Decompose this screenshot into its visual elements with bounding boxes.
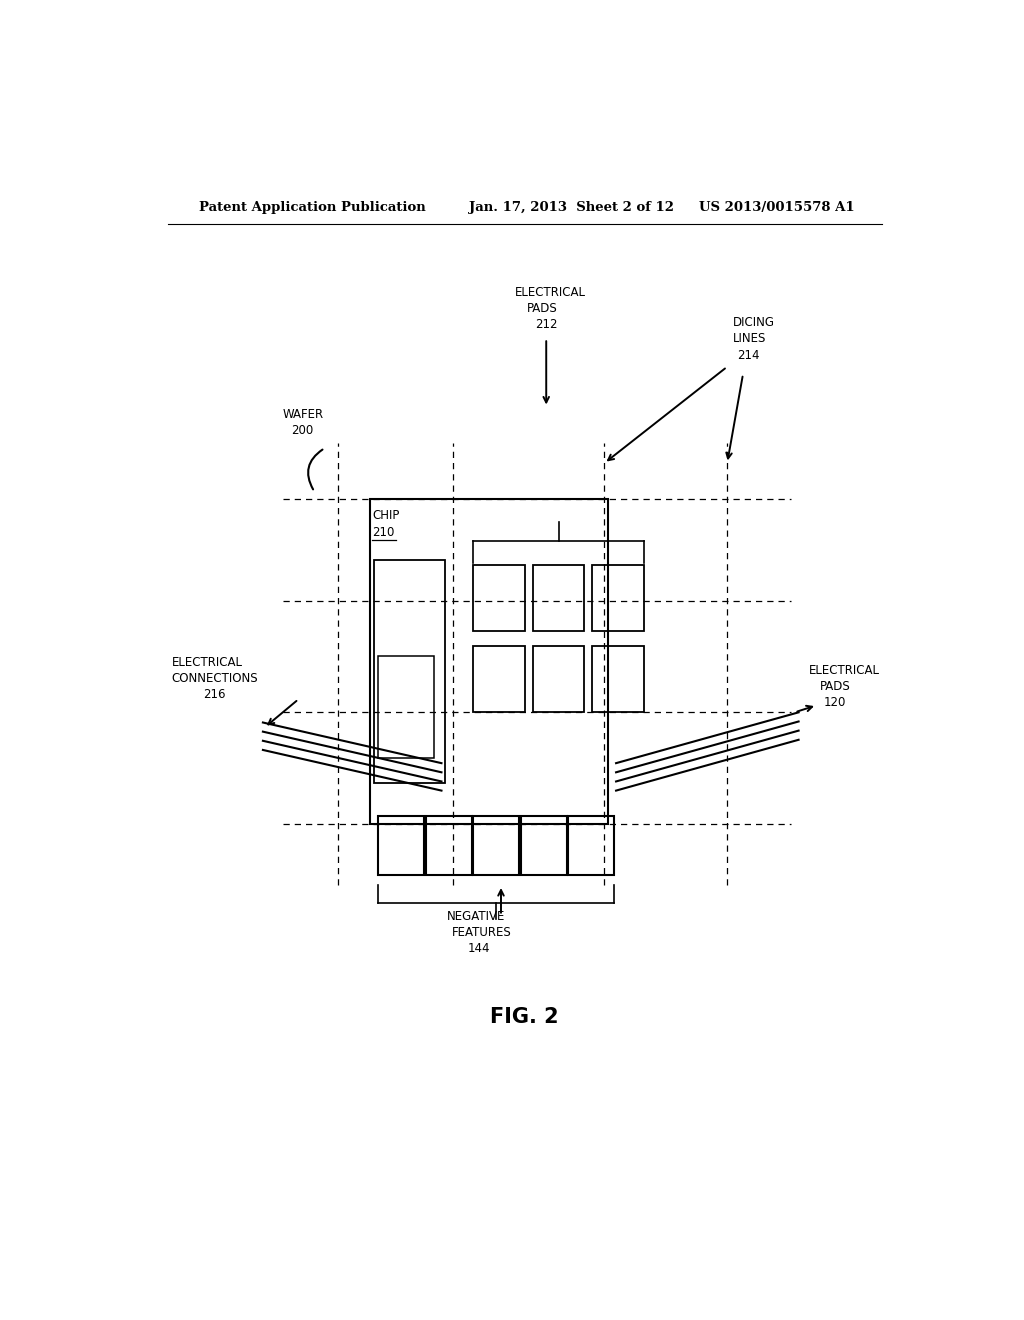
Bar bbox=[592, 565, 644, 631]
Bar bbox=[370, 499, 608, 824]
Bar bbox=[473, 565, 524, 631]
Text: DICING: DICING bbox=[733, 317, 775, 329]
Text: CHIP: CHIP bbox=[373, 510, 399, 523]
Text: FIG. 2: FIG. 2 bbox=[490, 1007, 559, 1027]
Text: 212: 212 bbox=[536, 318, 558, 331]
Text: Jan. 17, 2013  Sheet 2 of 12: Jan. 17, 2013 Sheet 2 of 12 bbox=[469, 201, 674, 214]
Text: ELECTRICAL: ELECTRICAL bbox=[515, 285, 587, 298]
Text: 214: 214 bbox=[737, 348, 760, 362]
Bar bbox=[378, 656, 433, 758]
Bar bbox=[374, 560, 445, 784]
Text: 216: 216 bbox=[204, 688, 226, 701]
Text: WAFER: WAFER bbox=[283, 408, 324, 421]
Text: 144: 144 bbox=[468, 942, 490, 956]
Text: NEGATIVE: NEGATIVE bbox=[447, 909, 506, 923]
Bar bbox=[568, 816, 614, 875]
Text: 210: 210 bbox=[373, 525, 395, 539]
Bar bbox=[532, 565, 585, 631]
Text: 200: 200 bbox=[291, 424, 313, 437]
Text: CONNECTIONS: CONNECTIONS bbox=[172, 672, 258, 685]
Bar bbox=[521, 816, 567, 875]
Text: PADS: PADS bbox=[820, 680, 851, 693]
Text: LINES: LINES bbox=[733, 333, 766, 346]
Text: 120: 120 bbox=[823, 696, 846, 709]
Text: ELECTRICAL: ELECTRICAL bbox=[172, 656, 243, 669]
Text: ELECTRICAL: ELECTRICAL bbox=[809, 664, 880, 677]
Text: Patent Application Publication: Patent Application Publication bbox=[200, 201, 426, 214]
Text: US 2013/0015578 A1: US 2013/0015578 A1 bbox=[699, 201, 855, 214]
Bar bbox=[473, 816, 519, 875]
Text: PADS: PADS bbox=[527, 302, 558, 315]
Bar bbox=[426, 816, 472, 875]
Text: FEATURES: FEATURES bbox=[452, 927, 512, 939]
Bar bbox=[532, 647, 585, 713]
Bar bbox=[473, 647, 524, 713]
Bar bbox=[378, 816, 424, 875]
Bar bbox=[592, 647, 644, 713]
